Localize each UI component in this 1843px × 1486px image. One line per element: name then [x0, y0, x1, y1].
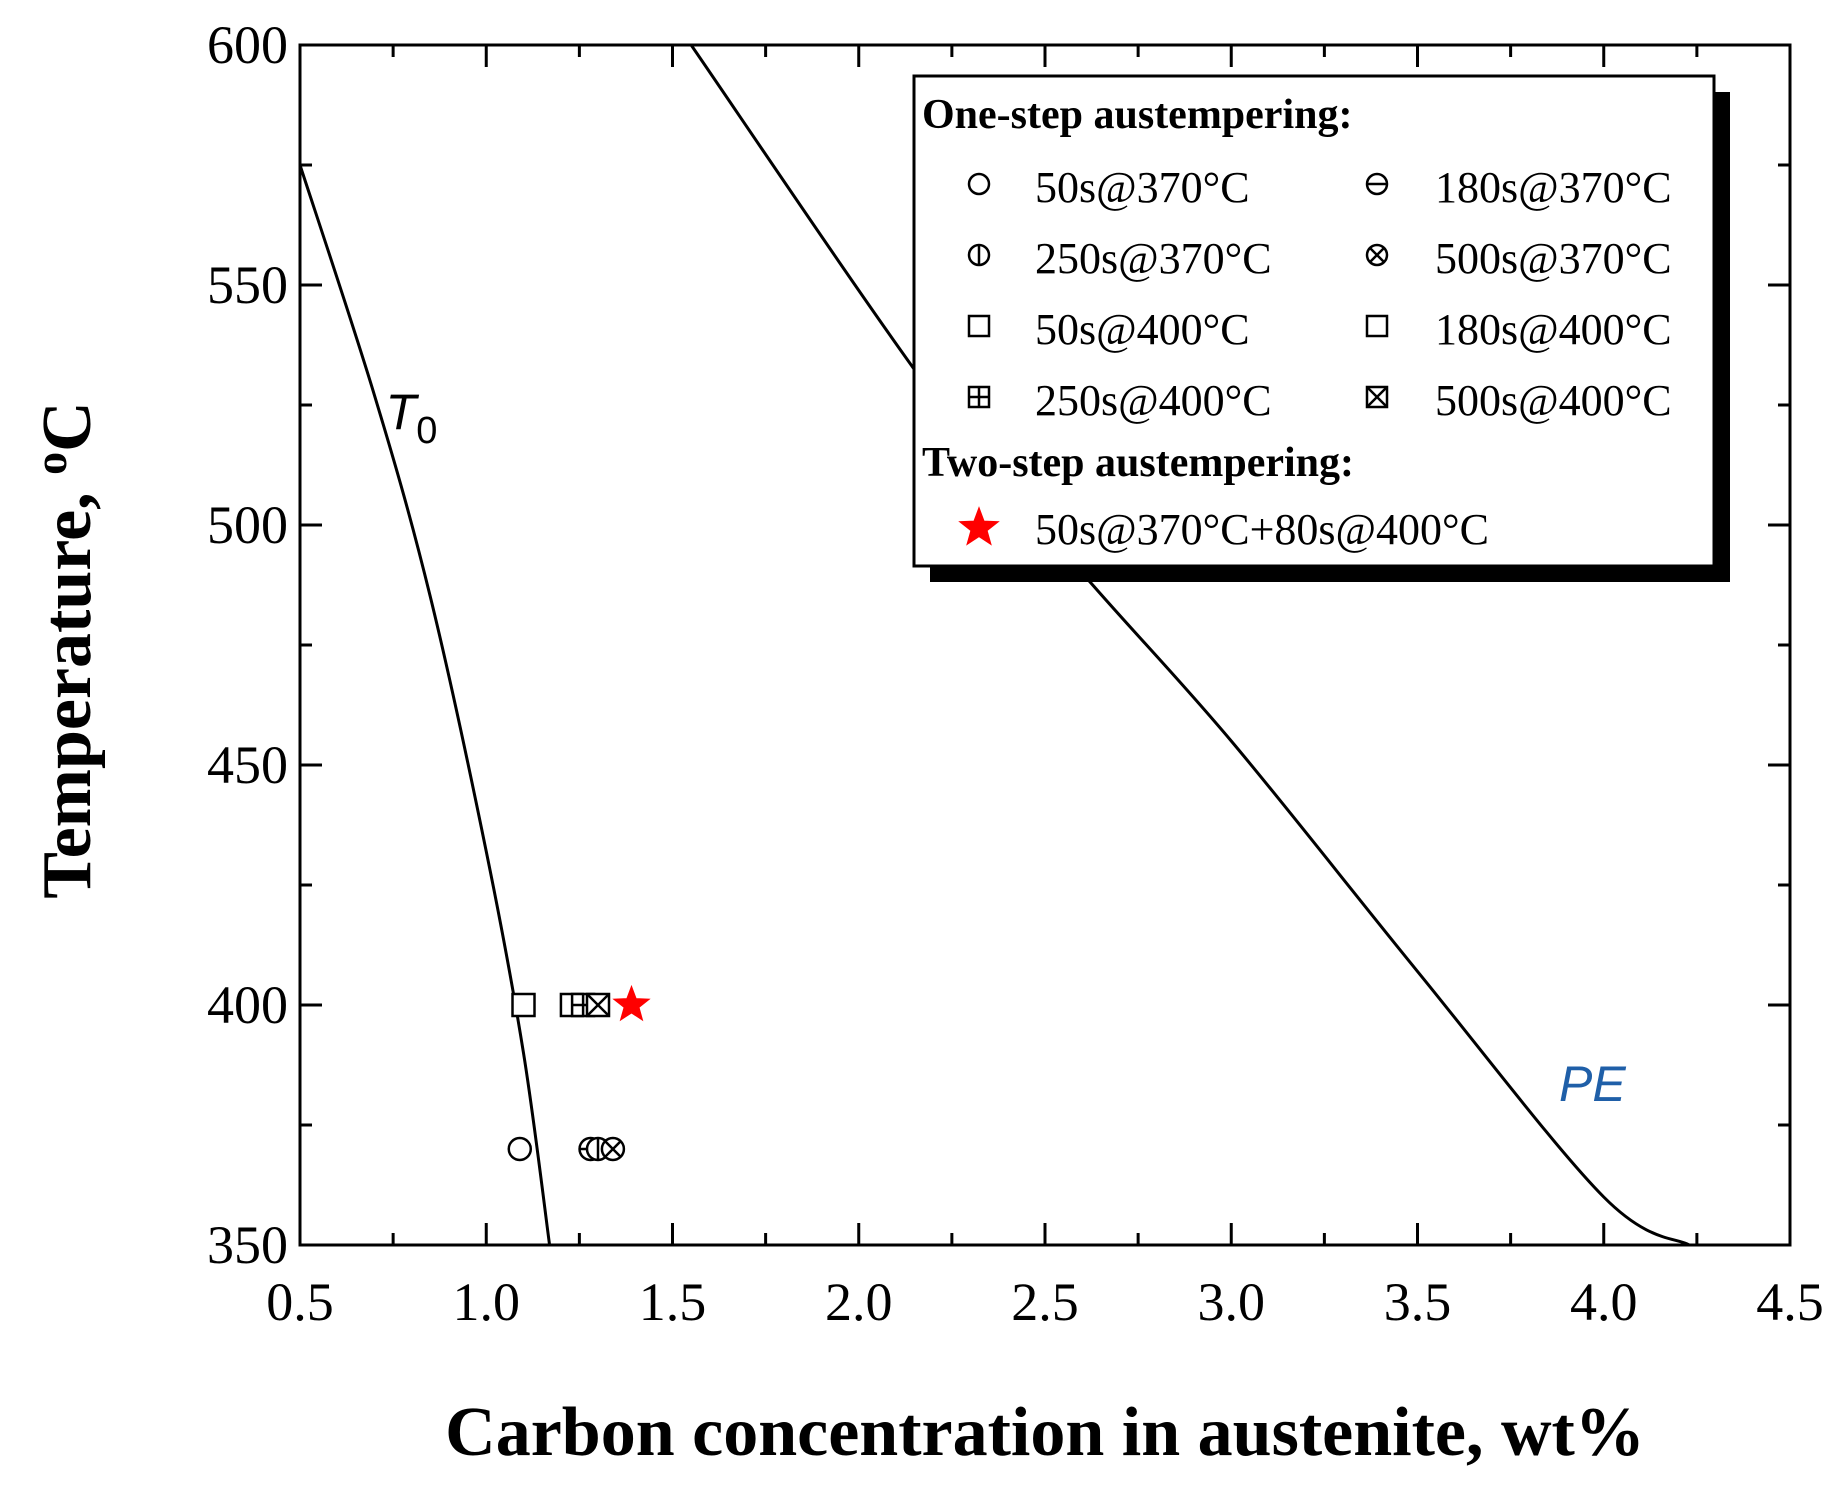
marker-square — [967, 314, 991, 338]
data-point — [507, 1136, 533, 1162]
marker-square — [1365, 314, 1389, 338]
y-tick-label: 550 — [207, 255, 288, 315]
x-tick-label: 4.5 — [1756, 1272, 1824, 1332]
y-axis-title-degree: o — [25, 452, 76, 475]
curve-label-t0: T0 — [386, 384, 438, 452]
legend-entry: 250s@370°C — [967, 234, 1272, 283]
legend-entry-label: 180s@400°C — [1435, 305, 1672, 354]
curve-pe — [689, 44, 1691, 1247]
marker-circle — [967, 172, 991, 196]
legend-entry: 180s@400°C — [1365, 305, 1672, 354]
y-tick-label: 450 — [207, 735, 288, 795]
data-point — [585, 992, 611, 1018]
x-tick-label: 3.0 — [1198, 1272, 1266, 1332]
legend-entry: 50s@400°C — [967, 305, 1250, 354]
x-tick-label: 3.5 — [1384, 1272, 1452, 1332]
legend-entry-label: 500s@370°C — [1435, 234, 1672, 283]
legend-entry: 180s@370°C — [1365, 163, 1672, 212]
data-points — [507, 984, 651, 1162]
y-tick-labels: 350 400 450 500 550 600 — [207, 15, 288, 1275]
legend-items: One-step austempering: 50s@370°C 180s@370°… — [922, 92, 1672, 554]
legend: One-step austempering: 50s@370°C 180s@370°… — [912, 74, 1730, 582]
legend-entry: 50s@370°C+80s@400°C — [958, 505, 1489, 554]
legend-entry-label: 180s@370°C — [1435, 163, 1672, 212]
legend-entry-label: 250s@400°C — [1035, 376, 1272, 425]
marker-circle — [507, 1136, 533, 1162]
curves — [298, 44, 1691, 1247]
curve-label-pe: PE — [1559, 1056, 1626, 1112]
curve-t0 — [298, 164, 552, 1246]
x-tick-labels: 0.5 1.0 1.5 2.0 2.5 3.0 3.5 4.0 4.5 — [266, 1272, 1824, 1332]
x-tick-label: 0.5 — [266, 1272, 334, 1332]
legend-entry-label: 50s@370°C+80s@400°C — [1035, 505, 1489, 554]
data-point — [600, 1136, 626, 1162]
x-tick-label: 2.5 — [1011, 1272, 1079, 1332]
y-tick-label: 350 — [207, 1215, 288, 1275]
x-tick-label: 2.0 — [825, 1272, 893, 1332]
y-tick-label: 500 — [207, 495, 288, 555]
data-point — [511, 992, 536, 1018]
y-axis-title: Temperature, oC — [25, 401, 106, 898]
legend-entry-label: 250s@370°C — [1035, 234, 1272, 283]
legend-entry-label: 50s@400°C — [1035, 305, 1250, 354]
marker-star — [958, 506, 1000, 546]
legend-heading-two-step: Two-step austempering: — [922, 440, 1354, 486]
minor-ticks — [300, 45, 1790, 1245]
x-tick-label: 4.0 — [1570, 1272, 1638, 1332]
legend-box — [912, 74, 1716, 568]
x-axis-title: Carbon concentration in austenite, wt% — [445, 1394, 1645, 1471]
y-axis-title-unit: C — [29, 401, 106, 452]
y-axis-title-text: Temperature, — [29, 475, 106, 899]
data-point — [612, 984, 651, 1022]
y-tick-label: 400 — [207, 975, 288, 1035]
y-tick-label: 600 — [207, 15, 288, 75]
marker-star — [612, 984, 651, 1022]
marker-x2 — [604, 1140, 622, 1158]
legend-entry-label: 50s@370°C — [1035, 163, 1250, 212]
legend-heading-one-step: One-step austempering: — [922, 92, 1352, 138]
legend-entry: 500s@370°C — [1365, 234, 1672, 283]
major-ticks — [298, 43, 1792, 1247]
legend-entry-label: 500s@400°C — [1435, 376, 1672, 425]
legend-entry: 50s@370°C — [967, 163, 1250, 212]
legend-entry: 250s@400°C — [967, 376, 1272, 425]
curve-label-main: T — [386, 384, 420, 440]
curve-label-subscript: 0 — [416, 410, 437, 452]
x-tick-label: 1.0 — [453, 1272, 521, 1332]
x-tick-label: 1.5 — [639, 1272, 707, 1332]
curve-labels: T0 PE — [386, 384, 1627, 1112]
curve-label-main: PE — [1559, 1056, 1626, 1112]
marker-x2 — [1366, 386, 1388, 408]
marker-square — [511, 992, 536, 1018]
marker-x2 — [1369, 247, 1385, 263]
marker-x2 — [586, 993, 610, 1017]
legend-entry: 500s@400°C — [1365, 376, 1672, 425]
